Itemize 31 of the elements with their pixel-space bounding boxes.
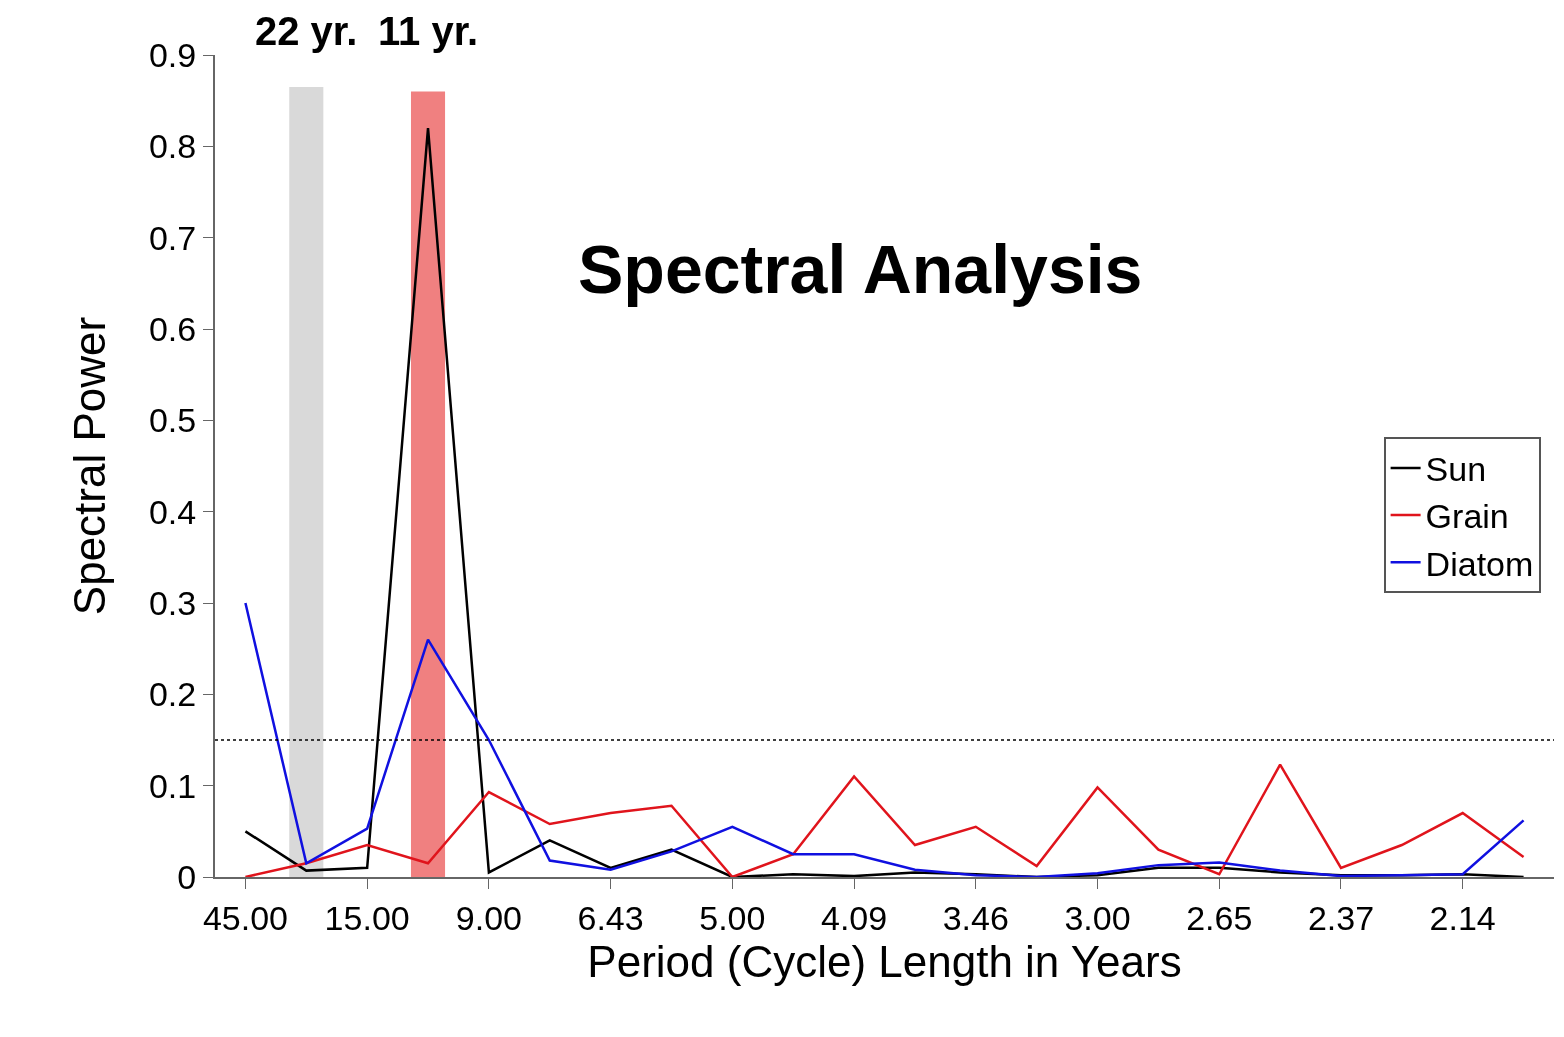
x-tick-label: 2.37 [1307,898,1375,937]
text: 11 yr. [378,9,479,53]
line-series [244,763,1525,877]
x-axis-title: Period (Cycle) Length in Years [587,936,1182,986]
y-tick-label: 0.6 [148,309,197,348]
text: 22 yr. [255,9,358,53]
x-tick-label: 9.00 [455,898,522,937]
y-tick-label: 0.8 [148,127,197,166]
y-tick-label: 0.1 [148,766,197,805]
x-tick-label: 15.00 [324,898,410,937]
x-tick-label: 4.09 [820,898,888,937]
x-tick-label: 5.00 [699,898,766,937]
y-tick-label: 0.4 [148,492,197,531]
y-tick-label: 0.2 [148,675,197,714]
y-tick-label: 0 [177,857,197,896]
y-tick-label: 0.3 [148,583,197,622]
x-tick-label: 3.00 [1064,898,1131,937]
y-tick-label: 0.5 [148,401,197,440]
legend-label: Diatom [1425,544,1534,583]
legend-label: Grain [1425,497,1509,536]
x-tick-label: 45.00 [202,898,288,937]
line-series [244,601,1525,877]
x-tick-label: 3.46 [942,898,1009,937]
y-tick-label: 0.9 [148,35,197,74]
y-tick-label: 0.7 [148,218,197,257]
legend-label: Sun [1425,450,1487,489]
x-tick-label: 6.43 [577,898,644,937]
x-tick-label: 2.14 [1429,898,1496,937]
x-tick-label: 2.65 [1186,898,1253,937]
text: Spectral Analysis [577,231,1143,308]
y-axis-title: Spectral Power [64,316,114,616]
